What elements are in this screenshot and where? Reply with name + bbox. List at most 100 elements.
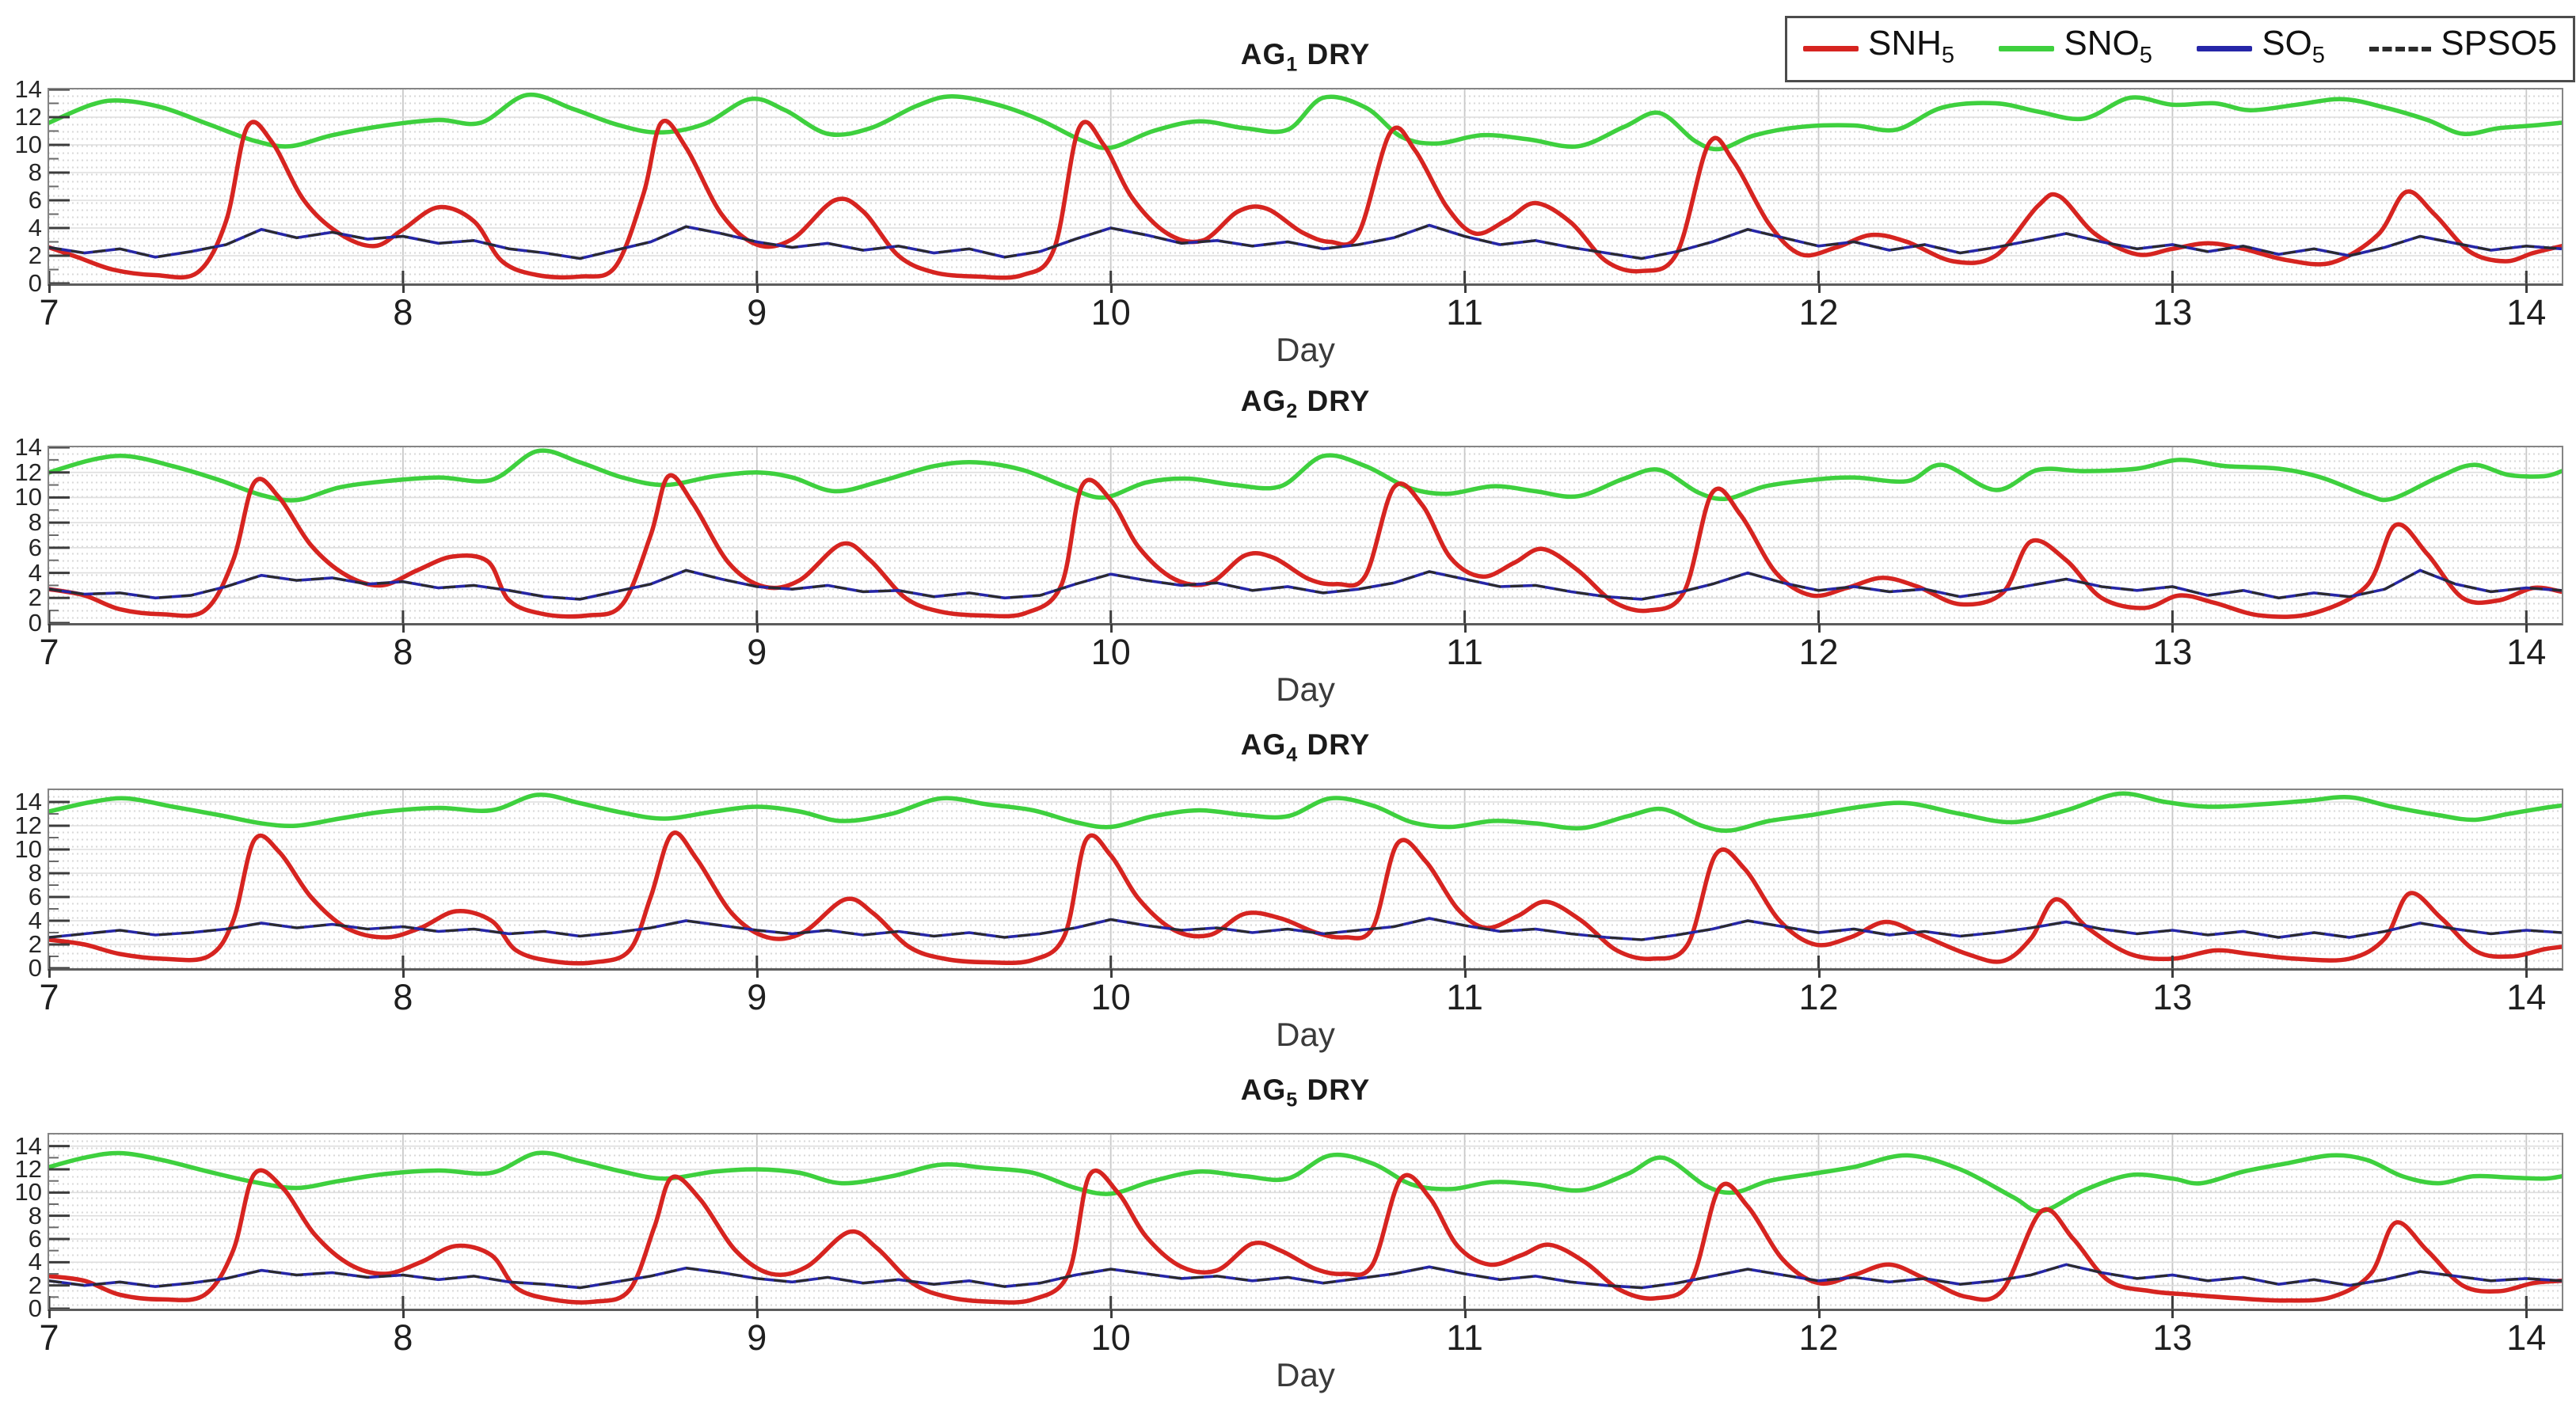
x-tick-label: 9 [747, 292, 767, 333]
x-tick-stub [2171, 969, 2175, 978]
x-tick-label: 7 [39, 632, 59, 672]
x-tick-stub [1109, 969, 1113, 978]
x-axis-label: Day [1276, 331, 1335, 368]
x-tick-stub [2525, 284, 2528, 293]
x-tick-label: 13 [2152, 1317, 2193, 1358]
x-axis-label: Day [1276, 1016, 1335, 1053]
x-tick-stub [1817, 1309, 1821, 1318]
x-tick-label: 10 [1090, 292, 1131, 333]
legend: SNH5 SNO5 SO5 SPSO5 [1785, 16, 2575, 82]
x-tick-label: 7 [39, 977, 59, 1017]
x-tick-stub [2525, 624, 2528, 633]
series-sno5-line [49, 1150, 2562, 1214]
x-tick-label: 12 [1798, 977, 1839, 1017]
y-tick-label: 0 [28, 609, 42, 637]
x-tick-stub [48, 624, 51, 633]
x-tick-stub [2171, 624, 2175, 633]
y-tick-label: 8 [28, 508, 42, 537]
plot-area [48, 1133, 2563, 1311]
x-tick-stub [755, 969, 759, 978]
plot-svg [49, 1134, 2562, 1309]
x-tick-label: 11 [1446, 292, 1483, 333]
y-tick-label: 2 [28, 583, 42, 612]
y-tick-label: 12 [14, 103, 42, 131]
x-tick-label: 12 [1798, 292, 1839, 333]
y-tick-label: 4 [28, 214, 42, 241]
x-tick-label: 9 [747, 632, 767, 672]
legend-item-sno5: SNO5 [1999, 24, 2152, 74]
y-tick-label: 10 [14, 483, 42, 511]
legend-item-snh5: SNH5 [1803, 23, 1955, 74]
legend-item-so5: SO5 [2197, 24, 2325, 74]
x-tick-stub [755, 284, 759, 293]
x-tick-stub [1817, 284, 1821, 293]
x-tick-label: 13 [2152, 292, 2193, 333]
y-tick-label: 6 [28, 533, 42, 561]
y-tick-label: 2 [28, 930, 42, 958]
y-tick-label: 8 [28, 859, 42, 887]
x-tick-stub [755, 624, 759, 633]
y-tick-label: 0 [28, 1294, 42, 1322]
spso5-dashed-line-sample-icon [2369, 46, 2432, 51]
plot-area [48, 446, 2563, 625]
legend-label-snh5: SNH5 [1868, 23, 1955, 68]
y-tick-label: 4 [28, 558, 42, 587]
x-tick-stub [755, 1309, 759, 1318]
x-tick-label: 13 [2152, 977, 2193, 1017]
x-tick-stub [2171, 284, 2175, 293]
x-tick-stub [1463, 284, 1467, 293]
so5-line-sample-icon [2197, 46, 2253, 52]
x-tick-stub [1109, 284, 1113, 293]
x-tick-label: 11 [1446, 1317, 1483, 1358]
plot-svg [49, 790, 2562, 968]
x-tick-stub [1109, 1309, 1113, 1318]
x-tick-stub [2525, 969, 2528, 978]
x-tick-label: 13 [2152, 632, 2193, 672]
series-sno5-line [49, 92, 2562, 152]
y-tick-label: 12 [14, 1155, 42, 1183]
plot-svg [49, 447, 2562, 623]
sno5-line-sample-icon [1999, 46, 2055, 52]
y-tick-label: 10 [14, 131, 42, 158]
y-tick-label: 2 [28, 1271, 42, 1299]
y-tick-label: 0 [28, 269, 42, 297]
x-tick-stub [401, 969, 405, 978]
x-tick-label: 10 [1090, 1317, 1131, 1358]
x-tick-label: 10 [1090, 632, 1131, 672]
y-tick-label: 4 [28, 906, 42, 934]
x-tick-stub [2525, 1309, 2528, 1318]
x-tick-label: 10 [1090, 977, 1131, 1017]
x-tick-stub [48, 969, 51, 978]
y-tick-label: 6 [28, 883, 42, 910]
plot-area [48, 88, 2563, 286]
legend-label-spso5: SPSO5 [2441, 23, 2557, 63]
y-tick-label: 12 [14, 458, 42, 486]
x-tick-stub [2171, 1309, 2175, 1318]
series-spso5-line [49, 223, 2562, 260]
y-tick-label: 4 [28, 1248, 42, 1276]
x-tick-label: 8 [393, 292, 413, 333]
x-tick-stub [401, 1309, 405, 1318]
x-tick-label: 12 [1798, 632, 1839, 672]
x-tick-stub [48, 284, 51, 293]
series-sno5-line [49, 448, 2562, 503]
x-tick-label: 11 [1446, 632, 1483, 672]
x-tick-stub [1463, 624, 1467, 633]
y-tick-label: 2 [28, 241, 42, 269]
subplot-title: AG4 DRY [1240, 728, 1371, 766]
x-tick-stub [1817, 624, 1821, 633]
x-tick-label: 14 [2506, 1317, 2547, 1358]
x-tick-label: 14 [2506, 977, 2547, 1017]
snh5-line-sample-icon [1803, 46, 1859, 52]
series-snh5-line [49, 1168, 2562, 1305]
x-tick-label: 9 [747, 1317, 767, 1358]
x-tick-stub [1109, 624, 1113, 633]
plot-svg [49, 89, 2562, 283]
legend-item-spso5: SPSO5 [2369, 23, 2557, 74]
subplot-title: AG5 DRY [1240, 1074, 1371, 1112]
y-tick-label: 12 [14, 811, 42, 839]
x-tick-stub [401, 624, 405, 633]
y-tick-label: 14 [14, 75, 42, 103]
series-snh5-line [49, 119, 2562, 280]
